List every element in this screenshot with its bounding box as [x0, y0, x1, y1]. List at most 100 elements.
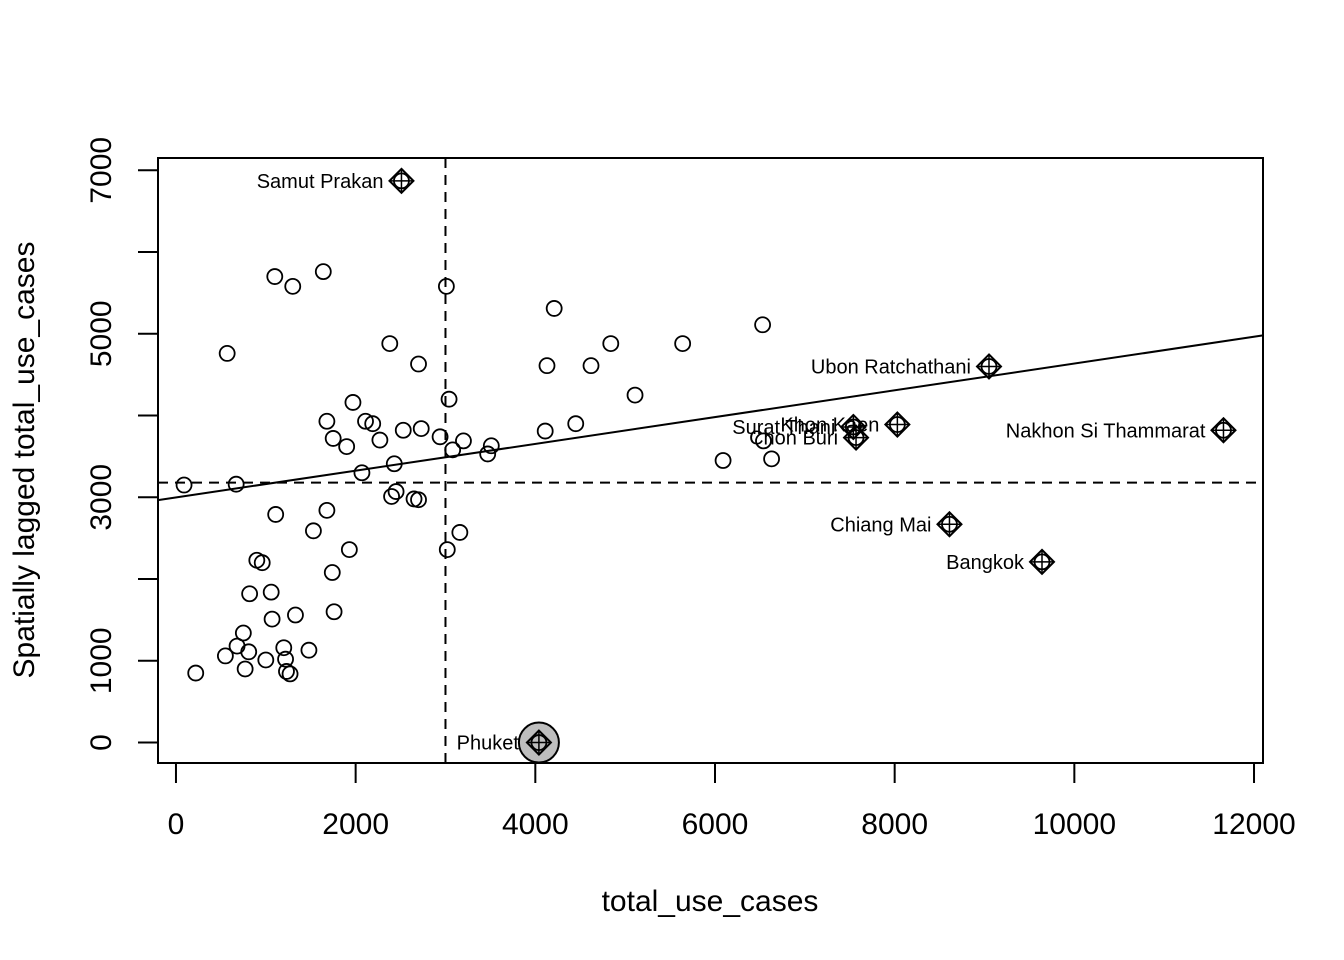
data-point: [287, 606, 304, 624]
x-tick-label: 10000: [1033, 808, 1116, 841]
data-point: [536, 422, 554, 440]
data-point: [340, 541, 358, 559]
data-point: [234, 624, 252, 642]
data-point: [216, 647, 234, 665]
data-point: [394, 421, 412, 439]
data-point: [275, 639, 293, 657]
data-point: [187, 664, 205, 682]
data-point: [257, 651, 275, 669]
data-point: [545, 300, 563, 317]
influential-point: Chiang Mai: [830, 510, 963, 538]
data-point: [241, 585, 259, 603]
data-point: [300, 641, 318, 659]
y-tick-label: 0: [85, 734, 118, 751]
influential-point: Nakhon Si Thammarat: [1006, 416, 1237, 444]
point-label: Nakhon Si Thammarat: [1006, 420, 1206, 442]
data-point: [437, 277, 455, 295]
data-point: [438, 541, 456, 559]
influential-point: Phuket: [457, 721, 560, 764]
point-label: Chon Buri: [749, 428, 838, 450]
axes: 0 2000 4000 6000 8000 10000 12000 0 1000 3000 5000…: [85, 137, 1296, 841]
point-label: Bangkok: [946, 552, 1025, 574]
data-point: [431, 428, 449, 446]
data-point: [410, 355, 427, 373]
data-point: [444, 441, 462, 459]
data-point: [236, 660, 254, 678]
point-label: Phuket: [457, 733, 520, 755]
data-point: [240, 643, 258, 661]
data-point: [263, 610, 281, 628]
data-point: [755, 432, 772, 450]
data-point: [314, 263, 332, 281]
data-point: [227, 475, 245, 493]
data-point: [218, 344, 236, 362]
x-tick-label: 2000: [322, 808, 389, 841]
y-axis-title: Spatially lagged total_use_cases: [8, 242, 41, 679]
data-point: [451, 524, 469, 541]
data-point: [281, 665, 299, 683]
data-point: [385, 455, 403, 473]
point-label: Chiang Mai: [830, 514, 931, 536]
regression-line: [157, 334, 1264, 502]
influential-point: Chon Buri: [749, 424, 870, 452]
influential-point: Bangkok: [946, 548, 1056, 576]
y-tick-label: 3000: [85, 464, 118, 531]
data-point: [410, 491, 427, 509]
x-tick-label: 12000: [1212, 808, 1295, 841]
data-point: [324, 430, 342, 447]
data-point: [305, 522, 322, 540]
data-point: [253, 554, 271, 572]
data-point: [278, 663, 295, 680]
x-tick-label: 4000: [502, 808, 569, 841]
data-point: [175, 476, 193, 494]
data-point: [338, 438, 356, 456]
data-point: [318, 501, 336, 519]
data-point: [344, 394, 362, 411]
data-point: [412, 420, 430, 438]
data-point: [364, 415, 382, 433]
data-point: [318, 412, 336, 430]
y-tick-label: 5000: [85, 300, 118, 367]
data-point: [479, 445, 497, 463]
plot-frame: [157, 157, 1264, 764]
x-tick-label: 8000: [861, 808, 928, 841]
x-tick-label: 6000: [682, 808, 749, 841]
data-point: [440, 390, 458, 408]
data-point: [353, 464, 371, 482]
data-point: [262, 583, 280, 601]
influential-point: Ubon Ratchathani: [811, 353, 1003, 380]
data-point: [284, 277, 302, 295]
data-point: [567, 415, 585, 433]
data-point: [763, 450, 780, 468]
influential-point: Samut Prakan: [257, 167, 415, 195]
data-point: [325, 603, 343, 621]
data-point: [714, 452, 732, 469]
y-tick-label: 1000: [85, 627, 118, 694]
point-label: Surat Thani: [732, 417, 835, 439]
mean-reference-lines: [158, 158, 1263, 763]
data-point: [626, 386, 644, 404]
data-point: [266, 268, 284, 285]
data-point: [538, 357, 556, 375]
point-label: Ubon Ratchathani: [811, 356, 971, 378]
data-points: [175, 263, 780, 683]
data-point: [482, 437, 500, 455]
data-point: [582, 357, 600, 375]
data-point: [383, 488, 400, 505]
data-point: [455, 432, 472, 450]
regression-line-group: [157, 334, 1264, 502]
data-point: [602, 335, 620, 352]
point-label: Samut Prakan: [257, 171, 384, 193]
data-point: [381, 335, 399, 352]
y-tick-label: 7000: [85, 137, 118, 204]
x-tick-label: 0: [168, 808, 185, 841]
data-point: [674, 335, 692, 352]
data-point: [267, 506, 285, 523]
data-point: [371, 431, 389, 449]
data-point: [357, 412, 374, 430]
data-point: [277, 650, 294, 668]
data-point: [387, 483, 405, 500]
x-axis-title: total_use_cases: [602, 885, 819, 918]
